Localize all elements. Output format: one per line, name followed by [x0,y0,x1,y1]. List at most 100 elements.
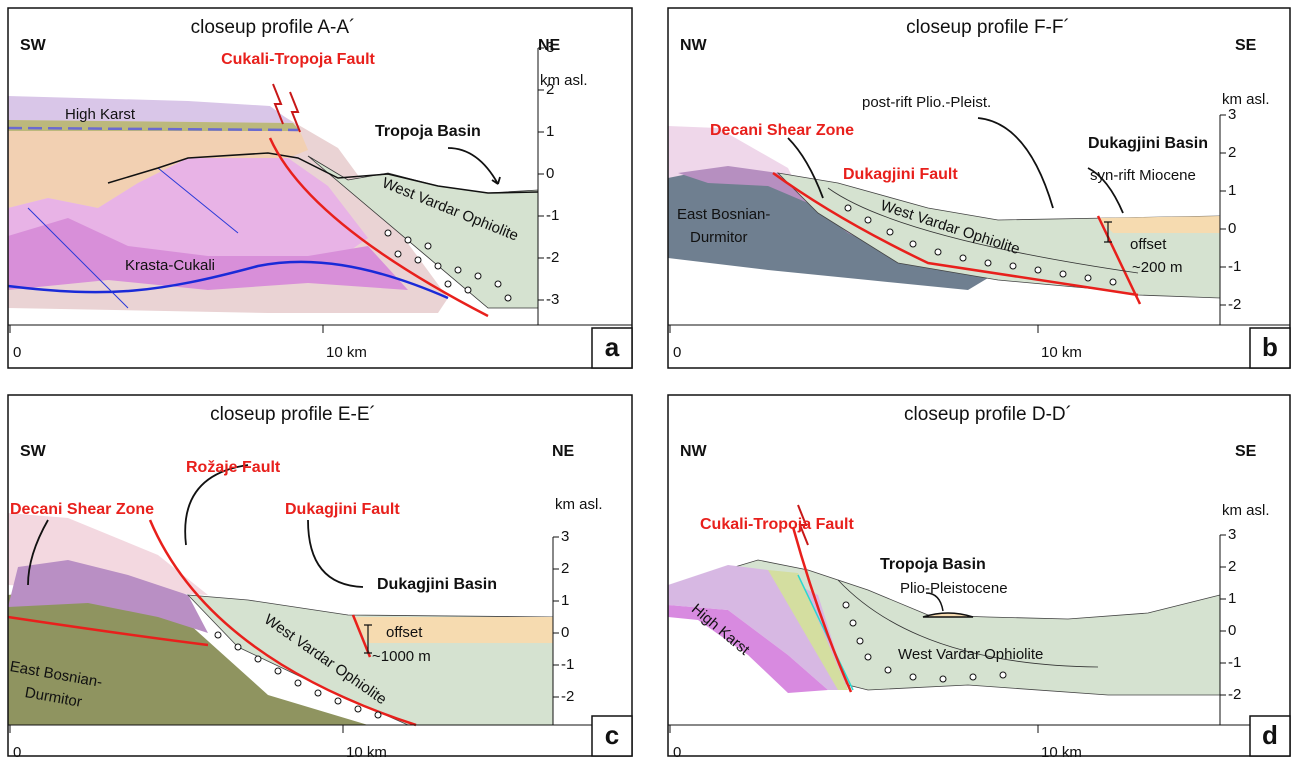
ophiolite-symbol [843,602,849,608]
ophiolite-symbol [970,674,976,680]
axis-title: km asl. [555,496,603,513]
tick-label: 1 [561,592,569,609]
figure: closeup profile A-A´ SW NE km asl. 3 2 1 0 -1 -2 -… [0,0,1297,764]
direction-left: SW [20,443,47,460]
fault-label: Rožaje Fault [186,459,281,476]
ophiolite-symbol [505,295,511,301]
ophiolite-symbol [495,281,501,287]
scale-label: 10 km [1041,344,1082,361]
ophiolite-symbol [315,690,321,696]
ophiolite-symbol [935,249,941,255]
fault-label: Decani Shear Zone [10,501,154,518]
ophiolite-symbol [415,257,421,263]
tick-label: 0 [1228,622,1236,639]
geologic-unit [1098,216,1220,233]
tick-label: 2 [1228,558,1236,575]
panel-title: closeup profile E-E´ [210,404,376,425]
unit-label: Durmitor [690,229,748,246]
panel-title: closeup profile F-F´ [906,17,1070,38]
unit-label: ~1000 m [372,648,431,665]
ophiolite-symbol [1000,672,1006,678]
ophiolite-symbol [235,644,241,650]
panel-title: closeup profile A-A´ [191,17,356,38]
scale-label: 10 km [346,744,387,761]
direction-left: NW [680,37,708,54]
ophiolite-symbol [425,243,431,249]
direction-right: SE [1235,37,1257,54]
fault-label: Dukagjini Fault [843,166,958,183]
ophiolite-symbol [405,237,411,243]
panel-title: closeup profile D-D´ [904,404,1072,425]
direction-right: NE [552,443,575,460]
ophiolite-symbol [445,281,451,287]
tick-label: 2 [1228,144,1236,161]
tick-label: 3 [561,528,569,545]
scale-label: 10 km [326,344,367,361]
scale-label: 0 [13,744,21,761]
tick-label: 0 [546,165,554,182]
panel: closeup profile D-D´NWSEkm asl.3210-1-20… [668,395,1290,761]
tick-label: -1 [561,656,574,673]
geologic-unit [923,613,973,617]
geologic-unit [448,148,500,184]
ophiolite-symbol [857,638,863,644]
ophiolite-symbol [395,251,401,257]
fault-label: Dukagjini Fault [285,501,400,518]
tick-label: -2 [561,688,574,705]
ophiolite-symbol [940,676,946,682]
ophiolite-symbol [865,654,871,660]
panel-letter: d [1262,720,1278,750]
tick-label: -2 [546,249,559,266]
ophiolite-symbol [1085,275,1091,281]
tick-label: 0 [561,624,569,641]
ophiolite-symbol [295,680,301,686]
geologic-unit [353,617,553,643]
direction-left: SW [20,37,47,54]
ophiolite-symbol [985,260,991,266]
unit-label: offset [1130,236,1167,253]
tick-label: 2 [561,560,569,577]
ophiolite-symbol [1010,263,1016,269]
ophiolite-symbol [910,241,916,247]
ophiolite-symbol [275,668,281,674]
scale-label: 0 [673,744,681,761]
tick-label: -1 [546,207,559,224]
unit-label: High Karst [65,106,136,123]
ophiolite-symbol [1110,279,1116,285]
tick-label: 3 [1228,106,1236,123]
ophiolite-symbol [845,205,851,211]
scale-label: 10 km [1041,744,1082,761]
ophiolite-symbol [215,632,221,638]
ophiolite-symbol [1035,267,1041,273]
tick-label: 3 [1228,526,1236,543]
tick-label: 2 [546,81,554,98]
fault-label: Cukali-Tropoja Fault [221,51,375,68]
tick-label: -3 [546,291,559,308]
geologic-unit [8,96,293,123]
ophiolite-symbol [865,217,871,223]
unit-label: Dukagjini Basin [377,576,497,593]
direction-right: SE [1235,443,1257,460]
ophiolite-symbol [465,287,471,293]
ophiolite-symbol [335,698,341,704]
unit-label: West Vardar Ophiolite [898,646,1043,663]
ophiolite-symbol [885,667,891,673]
ophiolite-symbol [960,255,966,261]
ophiolite-symbol [850,620,856,626]
panel: closeup profile E-E´ SW NE km asl. 3 2 1 0 -1 -2 0… [8,395,632,761]
tick-label: -1 [1228,258,1241,275]
direction-left: NW [680,443,708,460]
ophiolite-symbol [385,230,391,236]
tick-label: -1 [1228,654,1241,671]
scale-label: 0 [13,344,21,361]
fault-label: Cukali-Tropoja Fault [700,516,854,533]
tick-label: 1 [1228,182,1236,199]
unit-label: Krasta-Cukali [125,257,215,274]
cross-section [668,505,1220,695]
scale-label: 0 [673,344,681,361]
tick-label: 3 [546,39,554,56]
tick-label: -2 [1228,296,1241,313]
unit-label: ~200 m [1132,259,1182,276]
